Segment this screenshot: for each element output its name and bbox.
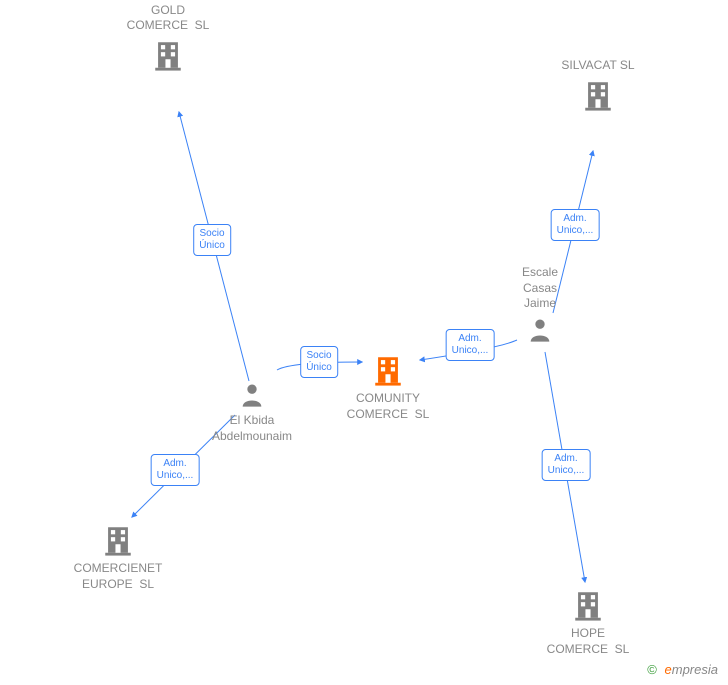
edge-label: Adm. Unico,...: [446, 329, 495, 361]
company-icon: [48, 523, 188, 557]
company-icon: [518, 588, 658, 622]
node-comercienet: COMERCIENET EUROPE SL: [48, 519, 188, 592]
brand-rest: mpresia: [672, 662, 718, 677]
edge-label: Adm. Unico,...: [151, 454, 200, 486]
node-label: El Kbida Abdelmounaim: [182, 413, 322, 444]
node-hope: HOPE COMERCE SL: [518, 584, 658, 657]
node-comunity: COMUNITY COMERCE SL: [318, 349, 458, 422]
attribution: © empresia: [647, 662, 718, 677]
edge-label: Adm. Unico,...: [551, 209, 600, 241]
edge-label: Socio Único: [193, 224, 231, 256]
company-icon: [98, 38, 238, 72]
node-elkbida: El Kbida Abdelmounaim: [182, 377, 322, 444]
node-silvacat: SILVACAT SL: [528, 58, 668, 116]
node-label: Escale Casas Jaime: [470, 265, 610, 312]
node-label: HOPE COMERCE SL: [518, 626, 658, 657]
node-label: COMERCIENET EUROPE SL: [48, 561, 188, 592]
person-icon: [182, 381, 322, 409]
brand-e: e: [665, 662, 672, 677]
company-icon: [318, 353, 458, 387]
node-label: GOLD COMERCE SL: [98, 3, 238, 34]
edge-label: Socio Único: [300, 346, 338, 378]
node-gold: GOLD COMERCE SL: [98, 3, 238, 76]
company-icon: [528, 78, 668, 112]
copyright-symbol: ©: [647, 662, 657, 677]
node-label: COMUNITY COMERCE SL: [318, 391, 458, 422]
edge-label: Adm. Unico,...: [542, 449, 591, 481]
node-label: SILVACAT SL: [528, 58, 668, 74]
